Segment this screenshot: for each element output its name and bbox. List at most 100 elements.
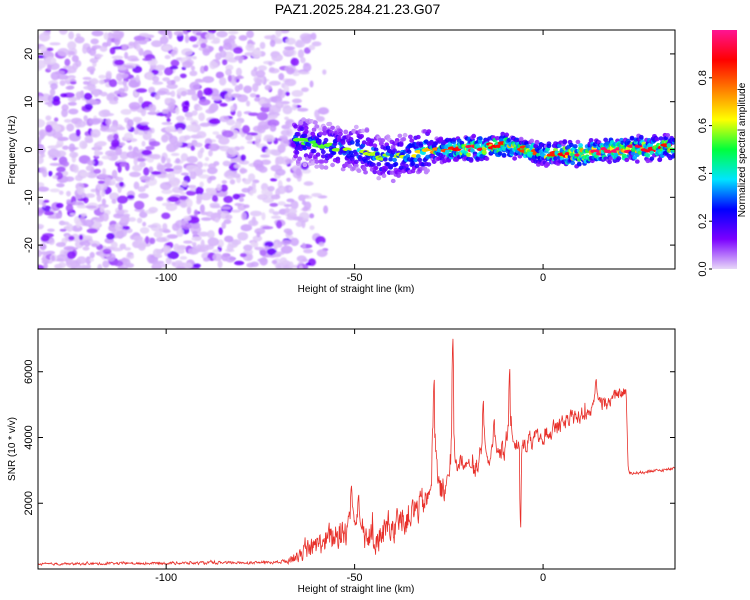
spectrogram-cell xyxy=(285,120,291,126)
spectrogram-cell xyxy=(200,239,205,248)
x-tick-label: -50 xyxy=(347,272,363,284)
spectrogram-cell xyxy=(61,104,69,112)
spectrogram-cell xyxy=(335,159,341,164)
spectrogram-cell xyxy=(349,140,355,145)
spectrogram-cell xyxy=(302,146,308,151)
spectrogram-cell xyxy=(38,129,48,138)
spectrogram-cell xyxy=(51,98,61,106)
spectrogram-cell xyxy=(301,168,311,174)
spectrogram-cell xyxy=(406,149,412,154)
spectrogram-cell xyxy=(247,249,254,255)
spectrogram-cell xyxy=(164,163,173,169)
spectrogram-cell xyxy=(194,142,203,148)
spectrogram-cell xyxy=(319,159,325,164)
spectrogram-cell xyxy=(107,134,115,143)
spectrogram-cell xyxy=(173,165,183,171)
spectrogram-cell xyxy=(426,129,432,134)
spectrogram-cell xyxy=(124,51,129,60)
spectrogram-cell xyxy=(173,243,180,252)
spectrogram-cell xyxy=(293,124,299,129)
spectrogram-cell xyxy=(89,99,102,105)
spectrogram-cell xyxy=(572,144,578,149)
spectrogram-cell xyxy=(401,136,407,142)
spectrogram-cell xyxy=(283,84,290,94)
spectrogram-cell xyxy=(286,198,295,203)
spectrogram-cell xyxy=(159,173,167,178)
spectrogram-cell xyxy=(180,90,187,97)
spectrogram-cell xyxy=(243,85,252,94)
spectrogram-cell xyxy=(58,190,64,195)
spectrogram-cell xyxy=(257,65,267,72)
spectrogram-cell xyxy=(408,134,413,139)
spectrogram-cell xyxy=(134,208,145,212)
spectrogram-cell xyxy=(438,136,444,141)
spectrogram-cell xyxy=(299,33,312,42)
spectrogram-cell xyxy=(257,194,268,200)
spectrogram-cell xyxy=(58,262,67,269)
spectrogram-cell xyxy=(246,100,251,107)
spectrogram-cell xyxy=(392,157,397,163)
spectrogram-cell xyxy=(128,41,135,46)
spectrogram-cell xyxy=(211,194,218,202)
spectrogram-cell xyxy=(410,161,416,167)
spectrogram-cell xyxy=(223,195,233,204)
spectrogram-cell xyxy=(148,103,157,113)
spectrogram-cell xyxy=(360,128,366,134)
snr-xlabel: Height of straight line (km) xyxy=(298,584,415,595)
spectrogram-cell xyxy=(137,40,148,45)
spectrogram-cell xyxy=(187,247,199,255)
spectrogram-cell xyxy=(111,198,117,204)
spectrogram-cell xyxy=(268,208,275,214)
spectrogram-cell xyxy=(218,77,227,86)
spectrogram-cell xyxy=(277,201,286,206)
spectrogram-cell xyxy=(192,44,199,48)
spectrogram-cell xyxy=(231,80,237,86)
spectrogram-cell xyxy=(162,229,171,234)
spectrogram-cell xyxy=(68,108,79,115)
spectrogram-cell xyxy=(139,32,150,37)
spectrogram-cell xyxy=(179,195,188,200)
spectrogram-cell xyxy=(149,173,155,181)
spectrogram-cell xyxy=(293,153,299,159)
spectrogram-cell xyxy=(398,142,404,147)
spectrogram-cell xyxy=(233,260,245,266)
spectrogram-cell xyxy=(175,260,183,264)
spectrogram-cell xyxy=(139,161,146,168)
spectrogram-cell xyxy=(295,221,304,227)
spectrogram-cell xyxy=(82,45,88,54)
spectrogram-cell xyxy=(414,163,420,169)
spectrogram-cell xyxy=(271,259,278,265)
spectrogram-cell xyxy=(260,159,272,165)
spectrogram-cell xyxy=(159,35,169,45)
spectrogram-cell xyxy=(181,222,186,226)
spectrogram-cell xyxy=(298,120,304,126)
spectrogram-cell xyxy=(327,121,333,127)
spectrogram-cell xyxy=(68,143,76,153)
spectrogram-cell xyxy=(208,175,217,181)
spectrogram-cell xyxy=(45,124,53,133)
spectrogram-cell xyxy=(55,212,61,219)
spectrogram-cell xyxy=(138,192,149,199)
spectrogram-cell xyxy=(215,71,225,79)
spectrogram-cell xyxy=(99,45,108,52)
spectrogram-cell xyxy=(288,261,294,269)
spectrogram-cell xyxy=(361,140,367,145)
spectrogram-cell xyxy=(78,234,84,241)
spectrogram-cell xyxy=(380,138,386,143)
spectrogram-cell xyxy=(409,138,415,143)
y-tick-label: 6000 xyxy=(23,359,35,383)
spectrogram-cell xyxy=(68,31,75,40)
spectrogram-cell xyxy=(152,248,161,258)
spectrogram-cell xyxy=(151,153,161,160)
spectrogram-cell xyxy=(243,244,253,251)
spectrogram-cell xyxy=(295,132,301,137)
spectrogram-cell xyxy=(284,78,297,87)
spectrogram-cell xyxy=(102,168,107,175)
spectrogram-cell xyxy=(166,83,178,90)
spectrogram-cell xyxy=(164,97,171,104)
spectrogram-cell xyxy=(417,157,423,163)
spectrogram-x-ticks: -100 -50 0 xyxy=(155,30,546,284)
spectrogram-cell xyxy=(78,264,91,269)
spectrogram-cell xyxy=(221,180,228,184)
spectrogram-cell xyxy=(181,48,193,56)
